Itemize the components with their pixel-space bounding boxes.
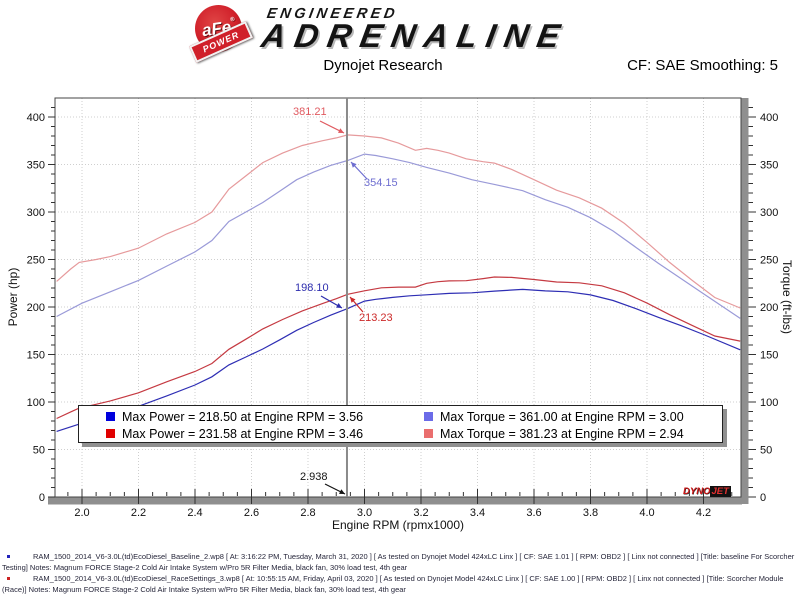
- y-right-tick-label: 350: [760, 160, 778, 172]
- curve-torque_baseline: [56, 153, 741, 319]
- x-tick-label: 2.4: [187, 507, 202, 519]
- run-info-entry: RAM_1500_2014_V6-3.0L(td)EcoDiesel_RaceS…: [2, 574, 797, 595]
- y-left-tick-label: 0: [39, 492, 45, 504]
- run-info-text: RAM_1500_2014_V6-3.0L(td)EcoDiesel_RaceS…: [2, 574, 784, 594]
- y-left-tick-label: 200: [27, 302, 45, 314]
- legend-entry: Max Torque = 361.00 at Engine RPM = 3.00: [397, 410, 722, 424]
- y-right-tick-label: 400: [760, 112, 778, 124]
- run-info-footer: RAM_1500_2014_V6-3.0L(td)EcoDiesel_Basel…: [2, 552, 797, 596]
- run-info-entry: RAM_1500_2014_V6-3.0L(td)EcoDiesel_Basel…: [2, 552, 797, 573]
- legend-swatch-icon: [424, 429, 433, 438]
- y-right-tick-label: 50: [760, 445, 772, 457]
- y-left-tick-label: 100: [27, 397, 45, 409]
- run-bullet-icon: [7, 577, 10, 580]
- right-axis-shadow: [741, 98, 749, 504]
- legend-entry-label: Max Power = 231.58 at Engine RPM = 3.46: [122, 426, 364, 441]
- x-tick-label: 4.2: [696, 507, 711, 519]
- gridlines: [55, 98, 741, 497]
- annotation-label: 2.938: [300, 471, 328, 483]
- y-left-tick-label: 250: [27, 255, 45, 267]
- tick-labels: 0 50 100 150 200 250 300 350 400 0 50 100 150 200 250 3…: [27, 112, 779, 519]
- legend-entry: Max Power = 231.58 at Engine RPM = 3.46: [79, 427, 397, 441]
- annotation-label: 198.10: [295, 282, 329, 294]
- x-tick-label: 2.0: [74, 507, 89, 519]
- y-left-tick-label: 300: [27, 207, 45, 219]
- arrowhead-icon: [338, 128, 344, 133]
- y-right-tick-label: 0: [760, 492, 766, 504]
- run-bullet-icon: [7, 555, 10, 558]
- arrowhead-icon: [351, 162, 357, 168]
- arrowhead-icon: [339, 489, 345, 494]
- dynojet-watermark-jet: JET: [710, 486, 731, 497]
- brand-adrenaline-text: ADRENALINE: [258, 17, 572, 54]
- curve-power_race: [56, 276, 741, 420]
- legend-entry-label: Max Torque = 361.00 at Engine RPM = 3.00: [440, 409, 684, 424]
- dynojet-watermark-dyno: DYNO: [683, 486, 711, 497]
- legend-box: Max Power = 218.50 at Engine RPM = 3.56 M…: [78, 405, 723, 443]
- x-tick-label: 2.2: [131, 507, 146, 519]
- y-left-tick-label: 150: [27, 350, 45, 362]
- x-tick-label: 4.0: [639, 507, 654, 519]
- x-tick-label: 3.2: [413, 507, 428, 519]
- x-tick-label: 3.8: [583, 507, 598, 519]
- x-tick-label: 3.6: [526, 507, 541, 519]
- dynojet-watermark: DYNOJET: [683, 486, 731, 497]
- registered-mark-icon: ®: [229, 16, 235, 23]
- y-right-tick-label: 200: [760, 302, 778, 314]
- legend-swatch-icon: [424, 412, 433, 421]
- y-right-tick-label: 300: [760, 207, 778, 219]
- y-left-tick-label: 350: [27, 160, 45, 172]
- legend-swatch-icon: [106, 412, 115, 421]
- annotation-label: 381.21: [293, 106, 327, 118]
- y-right-tick-label: 150: [760, 350, 778, 362]
- run-info-text: RAM_1500_2014_V6-3.0L(td)EcoDiesel_Basel…: [2, 552, 795, 572]
- curve-torque_race: [56, 134, 741, 309]
- x-tick-label: 3.4: [470, 507, 485, 519]
- y-left-tick-label: 50: [33, 445, 45, 457]
- chart-title: Dynojet Research: [323, 57, 443, 74]
- annotation-label: 213.23: [359, 312, 393, 324]
- y-right-tick-label: 250: [760, 255, 778, 267]
- arrowhead-icon: [350, 297, 356, 303]
- series-curves: [56, 134, 741, 432]
- x-tick-label: 3.0: [357, 507, 372, 519]
- y-right-tick-label: 100: [760, 397, 778, 409]
- legend-swatch-icon: [106, 429, 115, 438]
- annotation-label: 354.15: [364, 177, 398, 189]
- legend-entry: Max Torque = 381.23 at Engine RPM = 2.94: [397, 427, 722, 441]
- ticks: [48, 107, 756, 504]
- arrowhead-icon: [336, 303, 342, 308]
- legend-entry: Max Power = 218.50 at Engine RPM = 3.56: [79, 410, 397, 424]
- x-axis-title: Engine RPM (rpmx1000): [331, 518, 465, 532]
- x-tick-label: 2.6: [244, 507, 259, 519]
- bottom-axis-shadow: [48, 497, 742, 505]
- correction-factor-label: CF: SAE Smoothing: 5: [627, 57, 778, 74]
- y-left-tick-label: 400: [27, 112, 45, 124]
- legend-entry-label: Max Power = 218.50 at Engine RPM = 3.56: [122, 409, 364, 424]
- x-tick-label: 2.8: [300, 507, 315, 519]
- curve-power_baseline: [56, 288, 741, 432]
- annotation-arrows: [319, 120, 368, 495]
- legend-entry-label: Max Torque = 381.23 at Engine RPM = 2.94: [440, 426, 684, 441]
